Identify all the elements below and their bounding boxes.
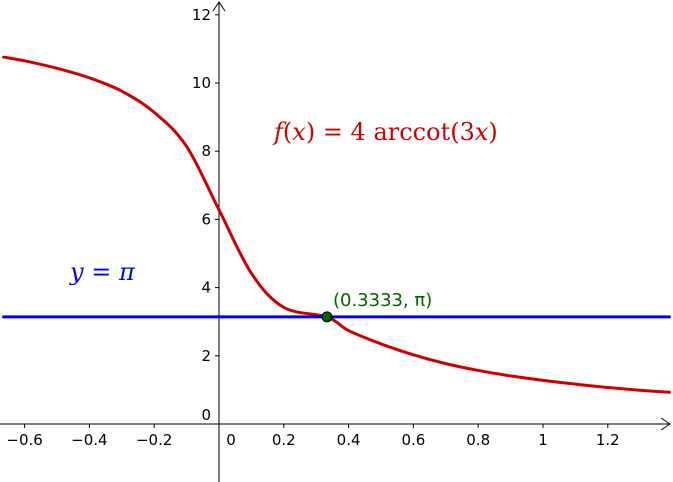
- curve-label-close: ): [488, 118, 497, 146]
- curve-label-fn: arccot: [373, 118, 450, 146]
- line-equation-label: y = π: [69, 258, 136, 286]
- curve-label-arg-open: (3: [450, 118, 475, 146]
- x-tick-label: 1: [538, 431, 548, 449]
- y-tick-label: 12: [192, 6, 211, 24]
- line-label-y: y: [69, 258, 84, 286]
- x-tick-label: 1.2: [596, 431, 620, 449]
- x-tick-label: 0.4: [337, 431, 361, 449]
- x-tick-label: −0.4: [71, 431, 107, 449]
- curve-label-open: (: [283, 118, 292, 146]
- x-tick-label: −0.2: [136, 431, 172, 449]
- y-tick-label: 4: [201, 279, 211, 297]
- y-tick-label: 0: [201, 406, 211, 424]
- intersection-point: [321, 311, 333, 323]
- x-tick-label: 0.8: [466, 431, 490, 449]
- x-tick-label: 0.6: [401, 431, 425, 449]
- curve-label-x1: x: [292, 118, 306, 146]
- x-tick-label: −0.6: [6, 431, 42, 449]
- f-curve: [2, 55, 671, 394]
- y-tick-label: 2: [201, 347, 211, 365]
- intersection-point-label: (0.3333, π): [333, 290, 432, 311]
- y-tick-label: 6: [201, 210, 211, 228]
- x-axis-arrow: [660, 417, 671, 431]
- y-axis-arrow: [212, 1, 226, 12]
- line-label-pi: π: [118, 258, 136, 286]
- y-tick-label: 10: [192, 74, 211, 92]
- line-label-eq: =: [84, 258, 119, 286]
- x-tick-label: 0: [226, 431, 236, 449]
- curve-function-label: f(x) = 4 arccot(3x): [272, 118, 498, 146]
- curve-label-mid: ) = 4: [306, 118, 374, 146]
- curve-label-x2: x: [475, 118, 489, 146]
- x-tick-label: 0.2: [272, 431, 296, 449]
- y-tick-label: 8: [201, 142, 211, 160]
